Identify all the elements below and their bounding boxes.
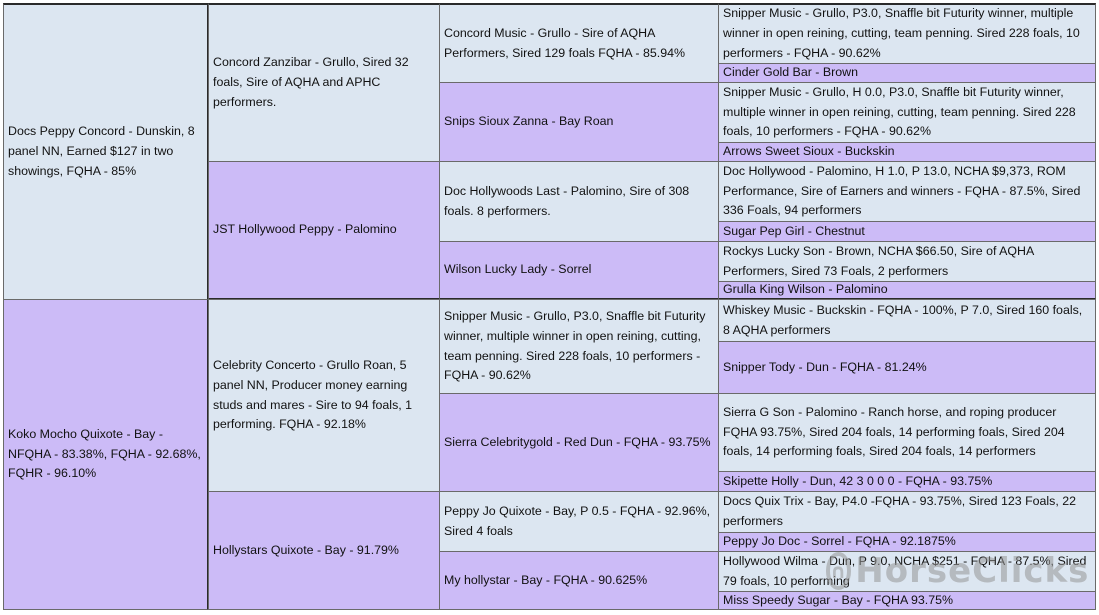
gen4-text-4: Arrows Sweet Sioux - Buckskin (723, 144, 895, 159)
gen3-text-7: Peppy Jo Quixote - Bay, P 0.5 - FQHA - 9… (444, 503, 711, 538)
gen4-cell-13: Docs Quix Trix - Bay, P4.0 -FQHA - 93.75… (718, 491, 1096, 533)
gen4-text-6: Sugar Pep Girl - Chestnut (723, 223, 865, 238)
gen4-text-14: Peppy Jo Doc - Sorrel - FQHA - 92.1875% (723, 534, 956, 549)
gen4-cell-3: Snipper Music - Grullo, H 0.0, P3.0, Sna… (718, 82, 1096, 143)
gen4-cell-6: Sugar Pep Girl - Chestnut (718, 221, 1096, 242)
gen2-sire-dam-text: JST Hollywood Peppy - Palomino (213, 222, 397, 237)
gen4-cell-8: Grulla King Wilson - Palomino (718, 281, 1096, 300)
gen1-sire-text: Docs Peppy Concord - Dunskin, 8 panel NN… (8, 124, 195, 178)
gen4-cell-2: Cinder Gold Bar - Brown (718, 63, 1096, 83)
gen4-text-9: Whiskey Music - Buckskin - FQHA - 100%, … (723, 302, 1083, 337)
gen3-cell-8: My hollystar - Bay - FQHA - 90.625% (439, 551, 719, 610)
gen3-cell-4: Wilson Lucky Lady - Sorrel (439, 241, 719, 300)
gen3-text-2: Snips Sioux Zanna - Bay Roan (444, 114, 614, 129)
gen2-sire-sire: Concord Zanzibar - Grullo, Sired 32 foal… (208, 3, 440, 162)
gen4-text-8: Grulla King Wilson - Palomino (723, 282, 888, 297)
gen2-dam-sire-text: Celebrity Concerto - Grullo Roan, 5 pane… (213, 357, 413, 432)
gen4-text-1: Snipper Music - Grullo, P3.0, Snaffle bi… (723, 6, 1080, 60)
gen3-text-5: Snipper Music - Grullo, P3.0, Snaffle bi… (444, 308, 706, 383)
gen4-text-10: Snipper Tody - Dun - FQHA - 81.24% (723, 359, 927, 374)
gen4-cell-15: Hollywood Wilma - Dun, P 9.0, NCHA $251 … (718, 551, 1096, 592)
gen2-dam-sire: Celebrity Concerto - Grullo Roan, 5 pane… (208, 299, 440, 492)
gen3-text-4: Wilson Lucky Lady - Sorrel (444, 262, 592, 277)
gen4-text-12: Skipette Holly - Dun, 42 3 0 0 0 - FQHA … (723, 473, 993, 488)
gen4-cell-7: Rockys Lucky Son - Brown, NCHA $66.50, S… (718, 241, 1096, 282)
gen1-dam: Koko Mocho Quixote - Bay - NFQHA - 83.38… (3, 299, 209, 610)
gen4-text-5: Doc Hollywood - Palomino, H 1.0, P 13.0,… (723, 163, 1081, 218)
gen3-cell-6: Sierra Celebritygold - Red Dun - FQHA - … (439, 393, 719, 492)
gen3-cell-3: Doc Hollywoods Last - Palomino, Sire of … (439, 161, 719, 242)
gen3-text-8: My hollystar - Bay - FQHA - 90.625% (444, 572, 648, 587)
gen4-cell-14: Peppy Jo Doc - Sorrel - FQHA - 92.1875% (718, 532, 1096, 552)
gen3-text-1: Concord Music - Grullo - Sire of AQHA Pe… (444, 25, 686, 60)
gen4-cell-1: Snipper Music - Grullo, P3.0, Snaffle bi… (718, 3, 1096, 64)
gen2-dam-dam-text: Hollystars Quixote - Bay - 91.79% (213, 542, 399, 557)
gen4-cell-4: Arrows Sweet Sioux - Buckskin (718, 142, 1096, 162)
gen3-cell-2: Snips Sioux Zanna - Bay Roan (439, 82, 719, 162)
gen3-cell-1: Concord Music - Grullo - Sire of AQHA Pe… (439, 3, 719, 83)
gen4-text-7: Rockys Lucky Son - Brown, NCHA $66.50, S… (723, 243, 1034, 278)
gen4-text-15: Hollywood Wilma - Dun, P 9.0, NCHA $251 … (723, 553, 1087, 588)
gen4-cell-9: Whiskey Music - Buckskin - FQHA - 100%, … (718, 299, 1096, 342)
gen2-sire-dam: JST Hollywood Peppy - Palomino (208, 161, 440, 300)
gen4-cell-12: Skipette Holly - Dun, 42 3 0 0 0 - FQHA … (718, 471, 1096, 492)
gen4-cell-11: Sierra G Son - Palomino - Ranch horse, a… (718, 393, 1096, 472)
gen4-text-2: Cinder Gold Bar - Brown (723, 65, 858, 80)
gen4-text-16: Miss Speedy Sugar - Bay - FQHA 93.75% (723, 592, 954, 607)
gen4-text-3: Snipper Music - Grullo, H 0.0, P3.0, Sna… (723, 84, 1076, 139)
gen1-dam-text: Koko Mocho Quixote - Bay - NFQHA - 83.38… (8, 426, 201, 481)
gen2-dam-dam: Hollystars Quixote - Bay - 91.79% (208, 491, 440, 610)
gen4-cell-5: Doc Hollywood - Palomino, H 1.0, P 13.0,… (718, 161, 1096, 222)
gen1-sire: Docs Peppy Concord - Dunskin, 8 panel NN… (3, 3, 209, 300)
gen4-text-11: Sierra G Son - Palomino - Ranch horse, a… (723, 404, 1065, 459)
gen3-text-6: Sierra Celebritygold - Red Dun - FQHA - … (444, 434, 711, 449)
gen3-cell-5: Snipper Music - Grullo, P3.0, Snaffle bi… (439, 299, 719, 394)
gen4-cell-16: Miss Speedy Sugar - Bay - FQHA 93.75% (718, 591, 1096, 610)
gen2-sire-sire-text: Concord Zanzibar - Grullo, Sired 32 foal… (213, 55, 409, 109)
gen4-cell-10: Snipper Tody - Dun - FQHA - 81.24% (718, 341, 1096, 394)
gen3-text-3: Doc Hollywoods Last - Palomino, Sire of … (444, 183, 690, 218)
gen3-cell-7: Peppy Jo Quixote - Bay, P 0.5 - FQHA - 9… (439, 491, 719, 552)
gen4-text-13: Docs Quix Trix - Bay, P4.0 -FQHA - 93.75… (723, 494, 1077, 528)
